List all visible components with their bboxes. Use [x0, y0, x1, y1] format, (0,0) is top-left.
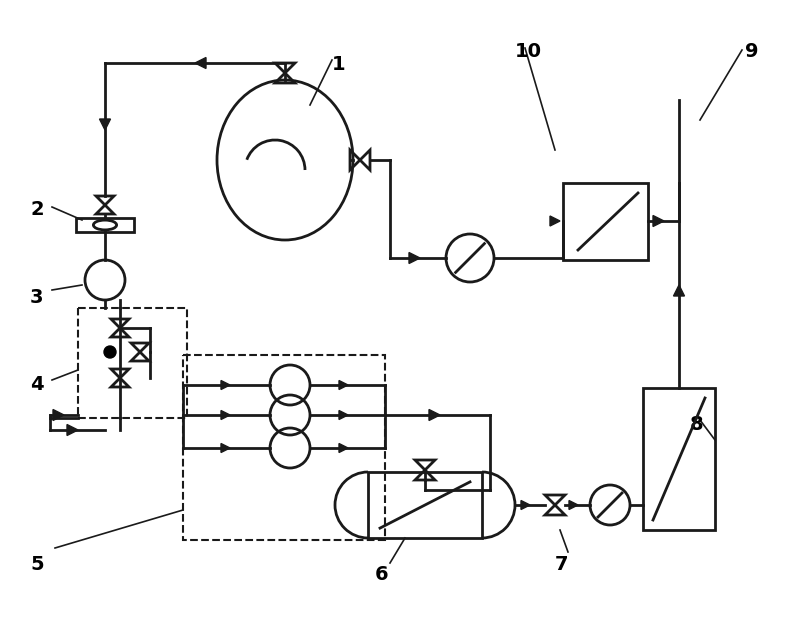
- Polygon shape: [339, 381, 348, 389]
- Polygon shape: [545, 495, 565, 505]
- Polygon shape: [111, 319, 129, 328]
- Text: 9: 9: [745, 42, 758, 61]
- Bar: [643, 388, 715, 530]
- Polygon shape: [99, 119, 110, 130]
- Polygon shape: [521, 501, 530, 510]
- Polygon shape: [221, 411, 230, 419]
- Polygon shape: [275, 73, 295, 83]
- Text: 7: 7: [555, 555, 569, 574]
- Polygon shape: [131, 343, 149, 352]
- Polygon shape: [415, 460, 435, 470]
- Polygon shape: [275, 63, 295, 73]
- Polygon shape: [96, 196, 114, 205]
- Bar: [563, 183, 648, 260]
- Polygon shape: [111, 378, 129, 387]
- Bar: [76, 218, 134, 232]
- Polygon shape: [67, 424, 78, 436]
- Polygon shape: [550, 216, 560, 226]
- Polygon shape: [653, 215, 664, 227]
- Bar: [78, 308, 187, 418]
- Polygon shape: [545, 505, 565, 515]
- Text: 5: 5: [30, 555, 44, 574]
- Polygon shape: [131, 352, 149, 361]
- Polygon shape: [53, 409, 64, 421]
- Polygon shape: [350, 150, 360, 170]
- Polygon shape: [569, 501, 578, 510]
- Text: 3: 3: [30, 288, 43, 307]
- Polygon shape: [409, 252, 420, 264]
- Bar: [368, 472, 482, 538]
- Text: 2: 2: [30, 200, 44, 219]
- Text: 4: 4: [30, 375, 44, 394]
- Text: 8: 8: [690, 415, 704, 434]
- Polygon shape: [221, 381, 230, 389]
- Bar: [183, 355, 385, 540]
- Polygon shape: [674, 285, 685, 296]
- Polygon shape: [111, 328, 129, 337]
- Polygon shape: [96, 205, 114, 214]
- Polygon shape: [360, 150, 370, 170]
- Text: 10: 10: [515, 42, 542, 61]
- Text: 6: 6: [375, 565, 389, 584]
- Polygon shape: [195, 58, 206, 68]
- Circle shape: [104, 346, 116, 358]
- Polygon shape: [221, 443, 230, 453]
- Text: 1: 1: [332, 55, 346, 74]
- Polygon shape: [339, 411, 348, 419]
- Polygon shape: [429, 409, 440, 421]
- Polygon shape: [415, 470, 435, 480]
- Polygon shape: [339, 443, 348, 453]
- Polygon shape: [111, 369, 129, 378]
